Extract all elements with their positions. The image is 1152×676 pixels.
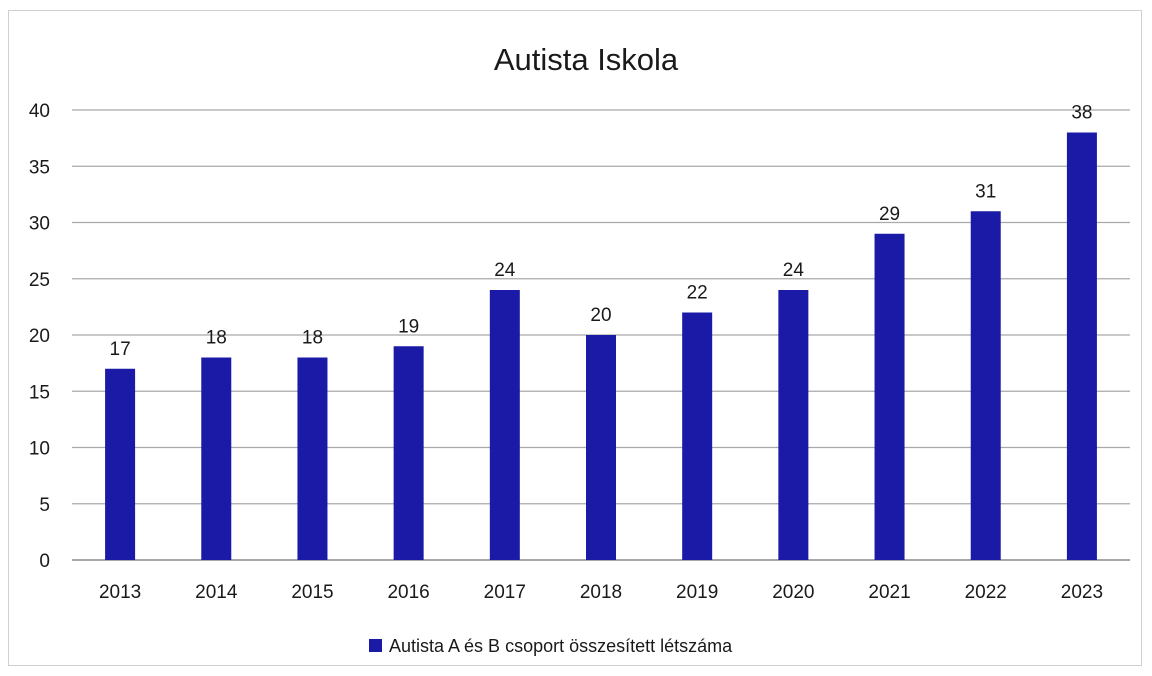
x-tick-label: 2018 [580,582,622,603]
y-tick-label: 10 [29,439,50,460]
y-tick-label: 20 [29,326,50,347]
data-label-2015: 18 [302,328,323,349]
legend-swatch [369,639,382,652]
data-label-2017: 24 [494,260,516,281]
x-tick-label: 2015 [291,582,333,603]
gridlines [72,109,1130,561]
chart-title: Autista Iskola [494,42,679,77]
bar-2023 [1066,132,1097,560]
legend: Autista A és B csoport összesített létsz… [369,636,733,656]
x-tick-label: 2019 [676,582,718,603]
y-tick-label: 0 [39,551,50,572]
data-label-2016: 19 [398,316,419,337]
bar-2018 [586,335,616,560]
data-label-2019: 22 [687,283,708,304]
data-label-2018: 20 [590,305,611,326]
bar-2013 [105,368,136,560]
y-axis-ticks: 0 5 10 15 20 25 30 35 40 [29,101,50,572]
y-tick-label: 30 [29,214,50,235]
bar-2022 [970,211,1001,560]
x-tick-label: 2020 [772,582,814,603]
legend-label: Autista A és B csoport összesített létsz… [389,636,733,656]
data-label-2022: 31 [975,181,996,202]
data-label-2013: 17 [110,339,131,360]
bar-2021 [874,233,905,560]
y-tick-label: 25 [29,270,50,291]
x-tick-label: 2013 [99,582,141,603]
y-tick-label: 35 [29,157,50,178]
bar-2015 [297,357,328,560]
bars [105,132,1097,560]
x-tick-label: 2022 [965,582,1007,603]
x-tick-label: 2021 [868,582,910,603]
data-label-2021: 29 [879,204,900,225]
y-tick-label: 40 [29,101,50,122]
bar-2014 [201,357,232,560]
chart-frame [8,10,1142,666]
x-axis-ticks: 2013 2014 2015 2016 2017 2018 2019 2020 2021 2022… [99,582,1103,603]
data-label-2014: 18 [206,328,227,349]
bar-2020 [778,290,809,560]
bar-2017 [489,290,520,560]
x-tick-label: 2016 [387,582,429,603]
data-labels: 17 18 18 19 24 20 22 24 29 31 38 [110,103,1093,360]
bar-2019 [682,312,713,560]
x-tick-label: 2014 [195,582,238,603]
bar-2016 [393,346,424,560]
y-tick-label: 5 [39,495,50,516]
x-tick-label: 2017 [484,582,526,603]
data-label-2020: 24 [783,260,805,281]
data-label-2023: 38 [1071,103,1092,124]
y-tick-label: 15 [29,382,50,403]
x-tick-label: 2023 [1061,582,1103,603]
